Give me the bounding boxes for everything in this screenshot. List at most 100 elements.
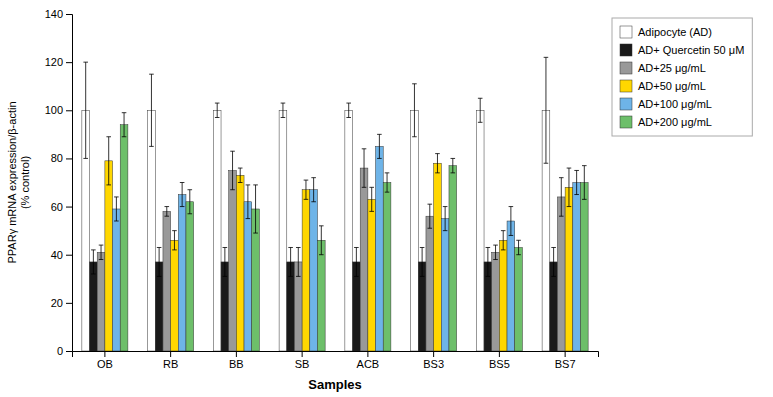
- error-bar-line: [377, 134, 382, 158]
- y-tick-label: 100: [45, 104, 63, 116]
- bar: [310, 190, 318, 351]
- axis-line: [66, 15, 73, 352]
- error-bar-line: [288, 247, 293, 276]
- bar: [476, 110, 484, 351]
- error-bar: [369, 187, 374, 211]
- error-bar-line: [369, 187, 374, 211]
- error-bar-line: [281, 103, 286, 117]
- error-bar: [99, 245, 104, 259]
- error-bar: [296, 247, 301, 276]
- error-bar: [486, 247, 491, 276]
- error-bar-line: [246, 185, 251, 219]
- bar-series: [120, 113, 588, 351]
- bar: [213, 110, 221, 351]
- legend-swatch: [620, 98, 632, 110]
- error-bar: [501, 231, 506, 250]
- error-bar: [412, 84, 417, 137]
- error-bar-line: [501, 231, 506, 250]
- error-bar-line: [427, 204, 432, 228]
- error-bar-line: [91, 250, 96, 274]
- error-bar-line: [311, 178, 316, 202]
- legend-label: AD+50 μg/mL: [638, 80, 706, 92]
- bar: [345, 110, 353, 351]
- bar: [113, 209, 121, 351]
- legend-swatch: [620, 26, 632, 38]
- bar: [515, 247, 523, 351]
- error-bar: [223, 247, 228, 276]
- x-tick-mark: [170, 351, 171, 357]
- error-bar-line: [215, 103, 220, 117]
- error-bar-line: [493, 245, 498, 259]
- y-tick-mark: [66, 62, 72, 63]
- x-tick: BS7: [555, 351, 576, 370]
- x-tick-label: BS7: [555, 358, 576, 370]
- x-tick-mark: [367, 351, 368, 357]
- error-bar: [478, 98, 483, 122]
- error-bar: [106, 137, 111, 185]
- y-tick-mark: [66, 351, 72, 352]
- marks: [82, 57, 588, 351]
- error-bar: [281, 103, 286, 117]
- legend-swatch: [620, 80, 632, 92]
- x-tick-label: RB: [163, 358, 178, 370]
- x-tick-label: OB: [97, 358, 113, 370]
- bar: [383, 183, 391, 352]
- y-tick: 140: [45, 8, 72, 20]
- bar: [279, 110, 287, 351]
- legend-label: AD+200 μg/mL: [638, 116, 712, 128]
- error-bar-line: [164, 207, 169, 217]
- bar: [317, 240, 325, 351]
- bar: [120, 125, 128, 351]
- error-bar-line: [253, 185, 258, 233]
- error-bar: [551, 247, 556, 276]
- axis-line: [73, 352, 599, 358]
- bar: [302, 190, 310, 351]
- x-axis-title: Samples: [308, 377, 361, 392]
- error-bar: [509, 207, 514, 236]
- bar: [449, 166, 457, 351]
- error-bar: [420, 247, 425, 276]
- error-bar-line: [486, 247, 491, 276]
- error-bar-line: [412, 84, 417, 137]
- y-tick-label: 0: [57, 345, 63, 357]
- x-axis: OBRBBBSBACBBS3BS5BS7: [73, 351, 599, 370]
- error-bar: [559, 178, 564, 217]
- error-bar-line: [149, 74, 154, 146]
- bar: [557, 197, 565, 351]
- plot: 020406080100120140OBRBBBSBACBBS3BS5BS7: [45, 8, 599, 370]
- y-tick-mark: [66, 14, 72, 15]
- y-tick-label: 80: [51, 152, 63, 164]
- error-bar: [362, 149, 367, 188]
- y-tick: 40: [51, 249, 72, 261]
- error-bar: [149, 74, 154, 146]
- error-bar: [246, 185, 251, 219]
- legend-swatch: [620, 62, 632, 74]
- error-bar: [164, 207, 169, 217]
- y-tick: 120: [45, 56, 72, 68]
- bar: [376, 146, 384, 351]
- x-tick-mark: [104, 351, 105, 357]
- error-bar-line: [544, 57, 549, 163]
- bar: [507, 221, 515, 351]
- x-tick-label: BS5: [489, 358, 510, 370]
- error-bar: [582, 166, 587, 200]
- error-bar-line: [188, 190, 193, 214]
- error-bar-line: [157, 247, 162, 276]
- error-bar-line: [83, 62, 88, 158]
- bar: [163, 211, 171, 351]
- y-tick: 80: [51, 152, 72, 164]
- bar-series: [113, 134, 581, 351]
- legend-item: Adipocyte (AD): [620, 26, 712, 38]
- error-bar-line: [451, 158, 456, 172]
- x-tick: ACB: [357, 351, 380, 370]
- error-bar-line: [362, 149, 367, 188]
- error-bar: [230, 151, 235, 190]
- legend-label: AD+ Quercetin 50 μM: [638, 44, 744, 56]
- bar: [411, 110, 419, 351]
- y-tick: 0: [57, 345, 72, 357]
- bar: [97, 252, 105, 351]
- error-bar-line: [172, 231, 177, 250]
- bar: [171, 240, 179, 351]
- y-tick-mark: [66, 110, 72, 111]
- x-tick-label: ACB: [357, 358, 380, 370]
